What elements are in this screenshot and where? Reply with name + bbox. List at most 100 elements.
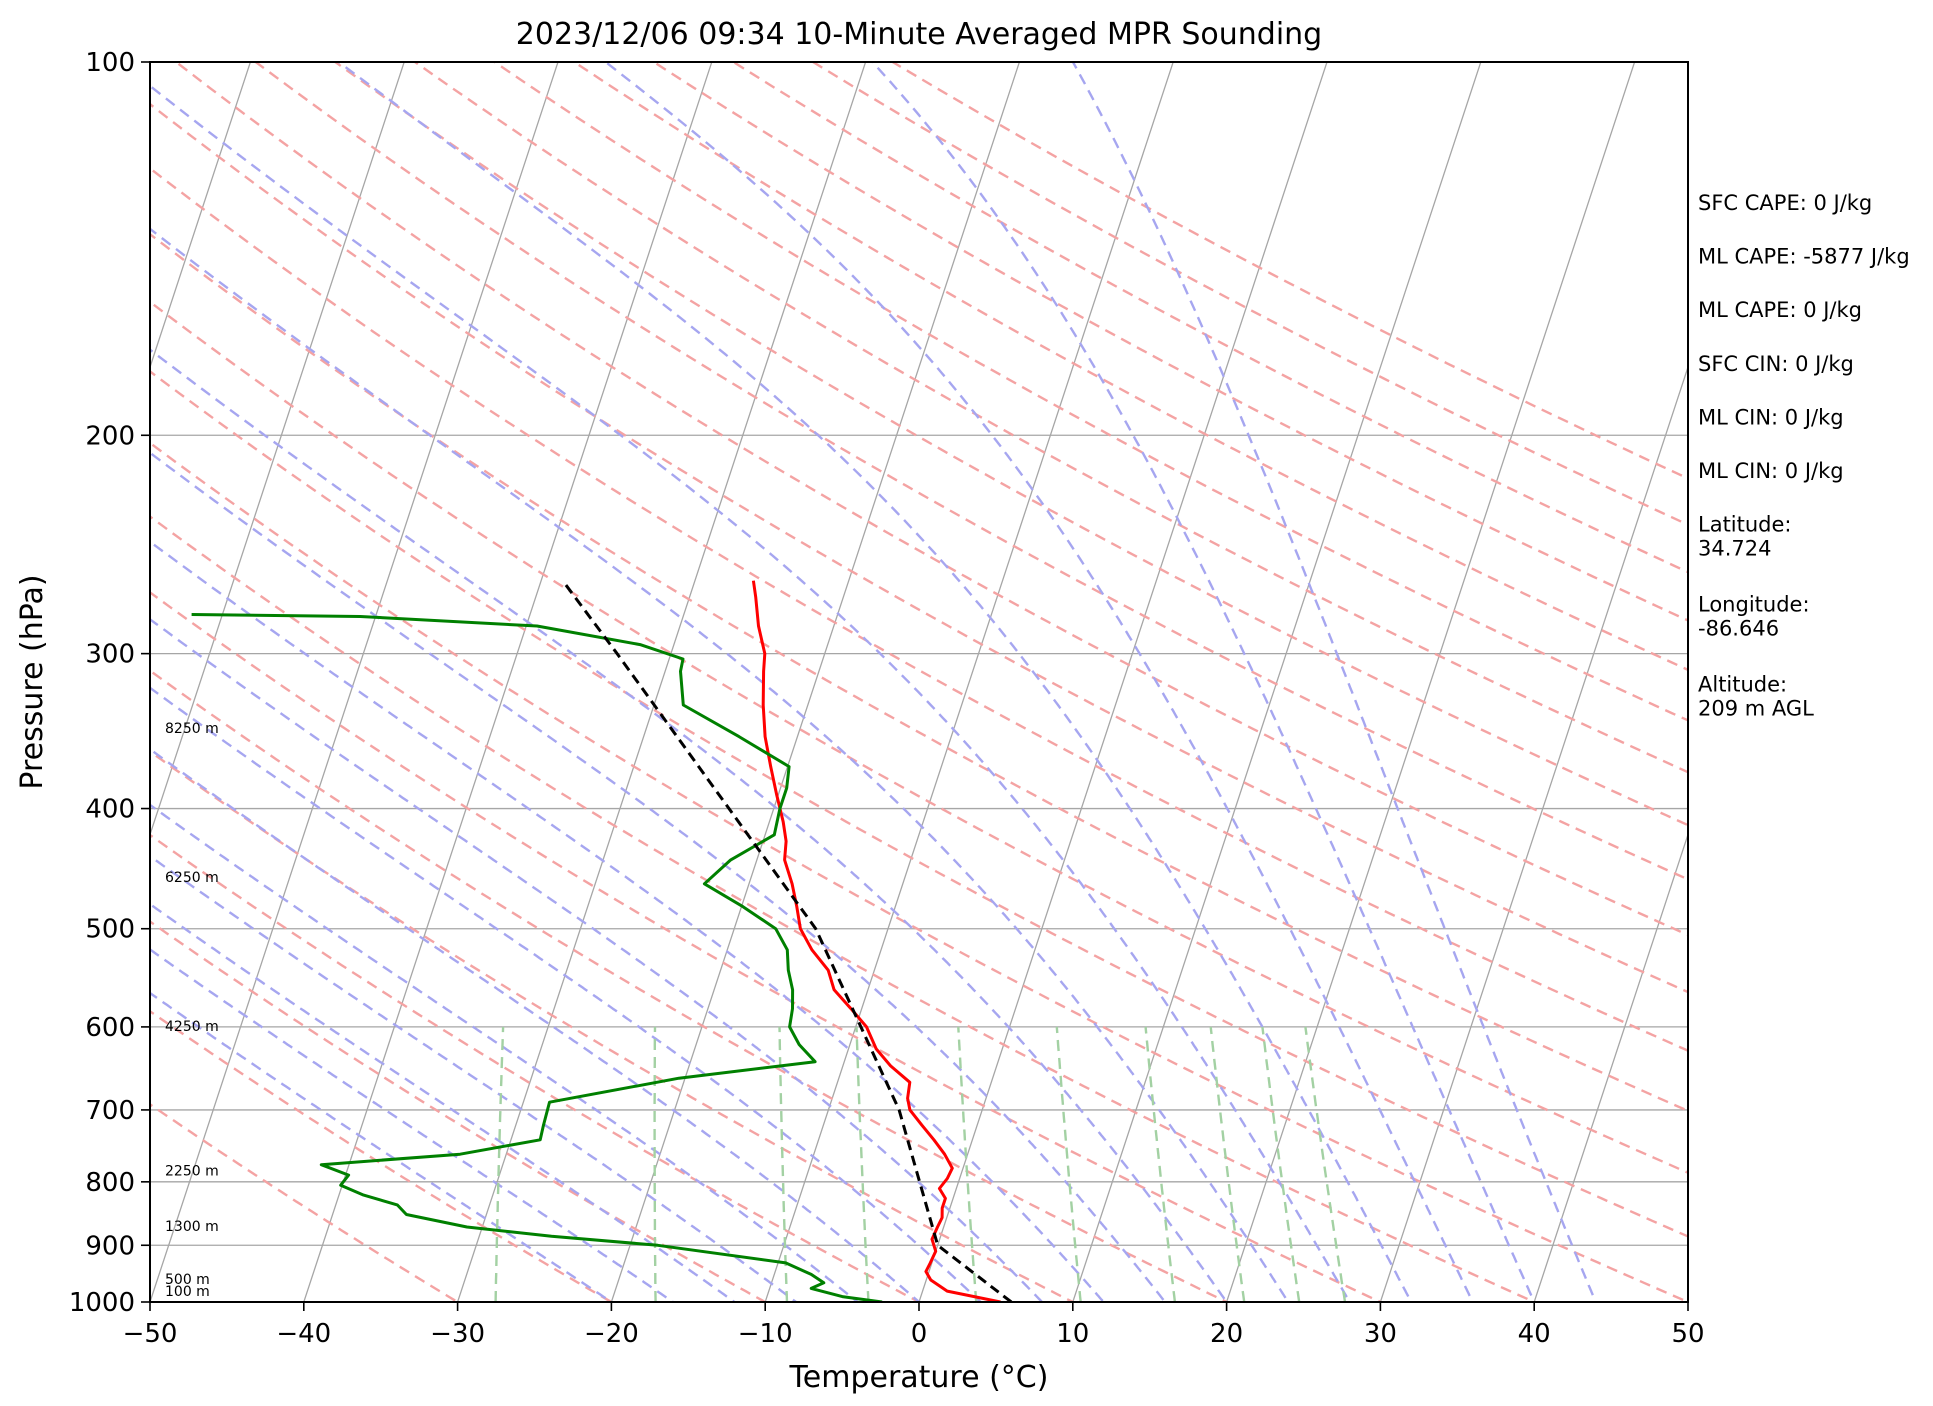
x-tick-label: −50 <box>123 1319 178 1349</box>
moist-adiabat-line <box>150 991 614 1302</box>
y-axis-label: Pressure (hPa) <box>15 574 50 789</box>
y-tick-label: 600 <box>85 1013 135 1043</box>
x-tick-label: 0 <box>911 1319 928 1349</box>
x-tick-label: −20 <box>584 1319 639 1349</box>
moist-adiabat-line <box>150 854 798 1302</box>
isotherm-line <box>150 62 252 370</box>
dry-adiabat-line <box>150 920 768 1302</box>
info-line: Latitude: <box>1698 513 1792 537</box>
moist-adiabat-line <box>150 348 1229 1302</box>
isotherm-line <box>303 62 713 1302</box>
mixing-ratio-line <box>1144 1026 1177 1302</box>
moist-adiabat-line <box>150 540 1106 1302</box>
dry-adiabat-line <box>150 232 1688 1113</box>
moist-adiabat-line <box>150 451 1167 1302</box>
isotherm-line <box>150 62 405 837</box>
dry-adiabat-line <box>150 750 1076 1302</box>
height-label: 8250 m <box>165 721 219 737</box>
moist-adiabat-line <box>604 62 1475 1302</box>
isotherm-line <box>1833 51 1933 1328</box>
dry-adiabat-line <box>150 102 1688 994</box>
info-line: Longitude: <box>1698 593 1810 617</box>
info-line: ML CIN: 0 J/kg <box>1698 459 1844 483</box>
isotherm-line <box>764 62 1174 1302</box>
isotherm-line <box>1225 62 1636 1302</box>
moist-adiabat-line <box>871 62 1536 1302</box>
dry-adiabat-line <box>150 669 1230 1302</box>
moist-adiabat-line <box>150 686 983 1302</box>
dry-adiabat-line <box>150 441 1688 1302</box>
isotherm-line <box>456 62 867 1302</box>
moist-adiabat-line <box>150 803 860 1302</box>
height-label: 2250 m <box>165 1164 219 1180</box>
height-label: 1300 m <box>165 1219 219 1235</box>
mixing-ratio-line <box>1055 1026 1082 1302</box>
dry-adiabat-line <box>150 590 1384 1302</box>
mixing-ratio-line <box>778 1026 789 1302</box>
mixing-ratio-line <box>1304 1026 1347 1302</box>
x-tick-label: 40 <box>1518 1319 1551 1349</box>
x-axis-label: Temperature (°C) <box>789 1360 1049 1395</box>
dry-adiabat-line <box>493 62 1688 722</box>
parcel-profile-line <box>561 579 1013 1302</box>
moist-adiabat-line <box>150 747 921 1302</box>
moist-adiabat-line <box>150 84 1352 1302</box>
info-line: ML CIN: 0 J/kg <box>1698 405 1844 429</box>
dry-adiabat-line <box>150 166 1688 1052</box>
x-tick-label: −10 <box>738 1319 793 1349</box>
dry-adiabat-line <box>150 515 1538 1302</box>
moist-adiabat-line <box>150 902 737 1302</box>
moist-adiabat-line <box>150 617 1044 1302</box>
plot-series <box>191 579 1013 1302</box>
isotherm-line <box>1379 365 1688 1302</box>
isotherm-line <box>150 62 559 1302</box>
moist-adiabat-line <box>150 227 1290 1302</box>
temperature-profile-line <box>751 580 1001 1302</box>
mixing-ratio-line <box>855 1026 870 1302</box>
info-value: 34.724 <box>1698 537 1771 561</box>
y-tick-label: 300 <box>85 640 135 670</box>
y-tick-label: 200 <box>85 421 135 451</box>
mixing-ratio-line <box>1261 1026 1301 1302</box>
dry-adiabat-line <box>150 1009 614 1302</box>
dry-adiabat-line <box>150 833 922 1302</box>
dry-adiabat-line <box>573 62 1688 672</box>
info-value: 209 m AGL <box>1698 697 1814 721</box>
x-tick-label: 50 <box>1671 1319 1704 1349</box>
axis-ticks: −50 −40 −30 −20 −10 0 10 20 30 40 50 1000 900 800 700 6… <box>69 48 1705 1349</box>
x-tick-label: −40 <box>276 1319 331 1349</box>
info-line: Altitude: <box>1698 673 1787 697</box>
dry-adiabat-line <box>254 62 1688 881</box>
height-label: 4250 m <box>165 1019 219 1035</box>
x-tick-label: 20 <box>1210 1319 1243 1349</box>
info-line: ML CAPE: 0 J/kg <box>1698 298 1862 322</box>
isotherm-line <box>1072 62 1482 1302</box>
y-tick-label: 1000 <box>69 1288 135 1318</box>
x-tick-label: 10 <box>1056 1319 1089 1349</box>
info-value: -86.646 <box>1698 617 1779 641</box>
isotherm-line <box>1533 832 1688 1302</box>
y-tick-label: 400 <box>85 795 135 825</box>
mixing-ratio-line <box>1209 1026 1246 1302</box>
chart-title: 2023/12/06 09:34 10-Minute Averaged MPR … <box>516 17 1322 52</box>
moist-adiabat-line <box>1071 62 1598 1302</box>
isotherm-line <box>918 62 1328 1302</box>
dewpoint-profile-line <box>191 613 883 1302</box>
dry-adiabat-line <box>150 1102 460 1302</box>
dry-adiabat-line <box>150 369 1688 1238</box>
mixing-ratio-line <box>653 1026 657 1302</box>
height-label: 500 m <box>165 1272 210 1288</box>
x-tick-label: −30 <box>430 1319 485 1349</box>
moist-adiabat-line <box>338 62 1413 1302</box>
height-label: 100 m <box>165 1284 210 1300</box>
y-tick-label: 900 <box>85 1231 135 1261</box>
moist-adiabat-line <box>150 947 676 1302</box>
plot-frame <box>149 61 1689 1303</box>
isotherm-line <box>610 62 1021 1302</box>
y-tick-label: 700 <box>85 1096 135 1126</box>
mixing-ratio-line <box>494 1026 505 1302</box>
info-line: SFC CAPE: 0 J/kg <box>1698 191 1872 215</box>
y-tick-label: 100 <box>85 48 135 78</box>
